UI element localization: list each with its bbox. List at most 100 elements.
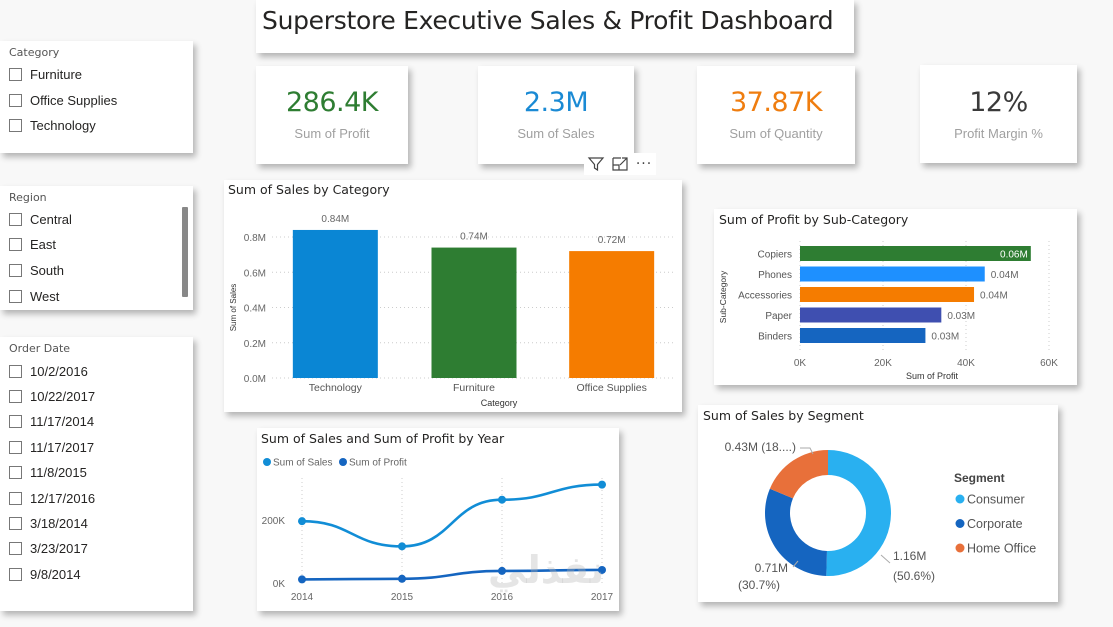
sales-profit-by-year-chart: Sum of Sales Sum of Profit 2014 2015 2016 201… [262, 458, 614, 604]
data-point [498, 495, 506, 504]
kpi-card-quantity: 37.87K Sum of Quantity [697, 66, 855, 164]
x-tick-label: Technology [309, 382, 363, 394]
checkbox[interactable] [9, 415, 22, 428]
y-tick-label: Binders [758, 332, 792, 343]
dashboard-title-card: Superstore Executive Sales & Profit Dash… [256, 0, 854, 53]
order-date-option[interactable]: 3/18/2014 [9, 516, 88, 531]
donut-slice-home-office [769, 450, 828, 499]
leader-line [880, 554, 891, 564]
data-label: 0.04M [980, 291, 1008, 302]
data-label: (30.7%) [738, 578, 780, 592]
region-option-south[interactable]: South [9, 263, 64, 278]
x-tick-label: Office Supplies [576, 382, 646, 394]
profit-by-subcategory-chart: 0K 20K 40K 60K Sum of Profit Sub-Category Copi… [718, 241, 1058, 381]
sales-by-segment-visual: Sum of Sales by Segment 1.16M (50.6%) 0.71… [698, 405, 1058, 602]
checkbox[interactable] [9, 290, 22, 303]
y-tick-label: 0.8M [244, 233, 266, 244]
data-point [598, 480, 606, 489]
kpi-card-profit-margin: 12% Profit Margin % [920, 65, 1077, 163]
legend-title: Segment [954, 471, 1005, 485]
order-date-option[interactable]: 10/22/2017 [9, 389, 95, 404]
x-tick-label: 2017 [591, 592, 614, 603]
order-date-option[interactable]: 9/8/2014 [9, 567, 81, 582]
data-label: 0.03M [947, 311, 975, 322]
order-date-option[interactable]: 11/8/2015 [9, 465, 87, 480]
legend-marker [955, 543, 965, 553]
kpi-card-sales: 2.3M Sum of Sales [478, 66, 634, 164]
region-slicer: Region Central East South West [0, 186, 193, 310]
checkbox[interactable] [9, 517, 22, 530]
region-option-central[interactable]: Central [9, 212, 72, 227]
legend-label: Corporate [967, 517, 1023, 531]
region-option-west[interactable]: West [9, 289, 59, 304]
series-line-sales [301, 483, 603, 548]
y-tick-label: Paper [765, 311, 792, 322]
order-date-option[interactable]: 11/17/2017 [9, 440, 94, 455]
y-axis-title: Sum of Sales [229, 284, 238, 332]
checkbox[interactable] [9, 238, 22, 251]
y-tick-label: 0.6M [244, 268, 266, 279]
kpi-value: 286.4K [285, 87, 379, 118]
kpi-label: Profit Margin % [954, 126, 1043, 141]
more-options-icon[interactable]: ··· [635, 156, 653, 172]
checkbox[interactable] [9, 119, 22, 132]
y-tick-label: 0.4M [244, 304, 266, 315]
data-label: 0.74M [460, 232, 488, 243]
legend-marker [339, 458, 347, 466]
kpi-value: 2.3M [523, 87, 589, 118]
donut-slice-corporate [765, 488, 827, 576]
checkbox[interactable] [9, 568, 22, 581]
kpi-label: Sum of Quantity [729, 126, 823, 141]
focus-mode-icon[interactable] [608, 153, 632, 175]
checkbox[interactable] [9, 213, 22, 226]
order-date-option[interactable]: 3/23/2017 [9, 541, 88, 556]
category-option-technology[interactable]: Technology [9, 118, 96, 133]
y-tick-label: 0.2M [244, 339, 266, 350]
y-tick-label: Phones [758, 270, 792, 281]
checkbox[interactable] [9, 441, 22, 454]
checkbox[interactable] [9, 466, 22, 479]
donut-slice-consumer [826, 450, 891, 576]
data-point [398, 542, 406, 551]
data-point [498, 566, 506, 575]
legend-marker [263, 458, 271, 466]
x-tick-label: 0K [794, 358, 807, 369]
checkbox[interactable] [9, 542, 22, 555]
category-slicer: Category Furniture Office Supplies Techn… [0, 41, 193, 153]
order-date-option[interactable]: 12/17/2016 [9, 491, 95, 506]
order-date-slicer: Order Date 10/2/2016 10/22/2017 11/17/20… [0, 337, 193, 611]
chart-title: Sum of Sales by Segment [703, 408, 864, 423]
checkbox[interactable] [9, 264, 22, 277]
sales-by-category-visual: Sum of Sales by Category 0.0M 0.2M 0.4M 0.6… [224, 180, 682, 412]
bar-paper [800, 307, 942, 323]
checkbox[interactable] [9, 68, 22, 81]
y-tick-label: 0.0M [244, 374, 266, 385]
order-date-option[interactable]: 10/2/2016 [9, 364, 88, 379]
category-slicer-title: Category [9, 46, 60, 59]
order-date-option[interactable]: 11/17/2014 [9, 414, 94, 429]
y-tick-label: Copiers [758, 250, 792, 261]
x-tick-label: 2016 [491, 592, 514, 603]
category-option-office-supplies[interactable]: Office Supplies [9, 93, 117, 108]
checkbox[interactable] [9, 365, 22, 378]
leader-line [792, 560, 799, 568]
profit-by-subcategory-visual: Sum of Profit by Sub-Category 0K 20K 40K 60… [714, 209, 1077, 385]
y-tick-label: 0K [273, 579, 286, 590]
region-option-east[interactable]: East [9, 237, 56, 252]
visual-header: ··· [584, 153, 656, 175]
data-label: 0.43M (18....) [725, 440, 796, 454]
category-option-furniture[interactable]: Furniture [9, 67, 82, 82]
checkbox[interactable] [9, 94, 22, 107]
chart-title: Sum of Sales and Sum of Profit by Year [261, 431, 505, 446]
x-tick-label: 20K [874, 358, 892, 369]
data-label: 0.04M [991, 270, 1019, 281]
region-slicer-scrollbar[interactable] [182, 207, 188, 297]
checkbox[interactable] [9, 390, 22, 403]
chart-title: Sum of Profit by Sub-Category [719, 212, 909, 227]
filter-icon[interactable] [584, 153, 608, 175]
checkbox[interactable] [9, 492, 22, 505]
data-point [398, 574, 406, 583]
data-label: 0.71M [755, 561, 788, 575]
x-tick-label: 2015 [391, 592, 414, 603]
kpi-label: Sum of Profit [294, 126, 370, 141]
